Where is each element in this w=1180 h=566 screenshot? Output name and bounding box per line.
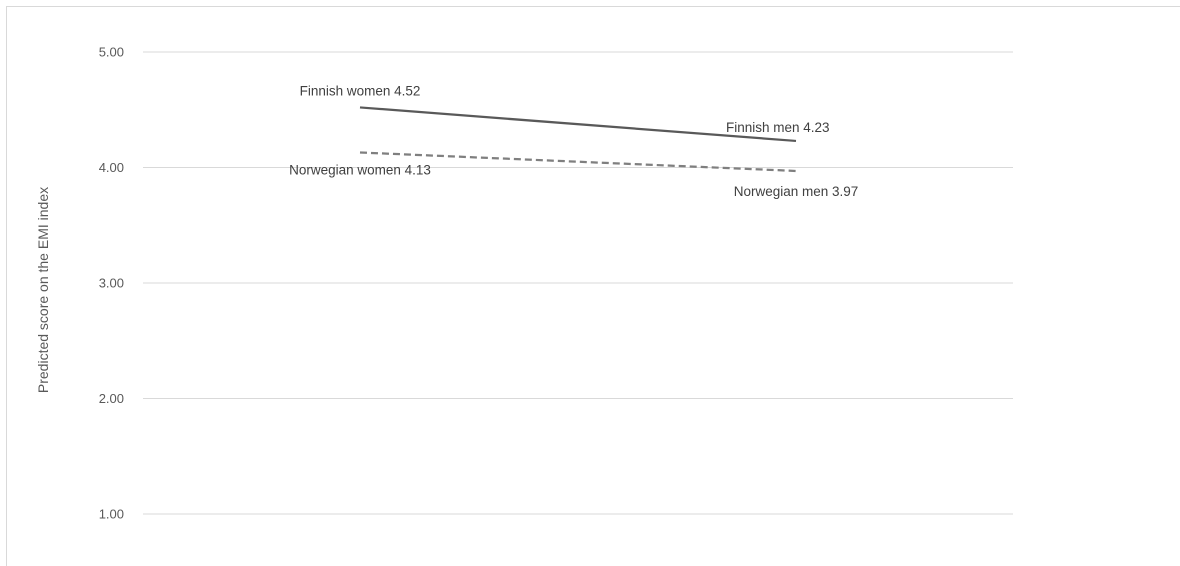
chart-frame	[6, 6, 1180, 566]
y-tick-label: 4.00	[99, 160, 124, 175]
y-axis-title: Predicted score on the EMI index	[35, 187, 51, 393]
y-tick-label: 3.00	[99, 276, 124, 291]
data-label: Finnish women 4.52	[300, 83, 421, 98]
data-label: Finnish men 4.23	[726, 120, 830, 135]
y-axis-ticks: 5.00 4.00 3.00 2.00 1.00	[99, 45, 124, 522]
y-tick-label: 2.00	[99, 391, 124, 406]
y-tick-label: 5.00	[99, 45, 124, 60]
series-line-finnish	[359, 106, 797, 143]
y-tick-label: 1.00	[99, 507, 124, 522]
data-label: Norwegian women 4.13	[289, 162, 431, 177]
series-line-norwegian	[359, 151, 797, 173]
series-lines	[359, 106, 797, 173]
gridlines	[143, 51, 1013, 515]
data-label: Norwegian men 3.97	[734, 184, 859, 199]
data-labels: Finnish women 4.52 Finnish men 4.23 Norweg…	[289, 83, 858, 199]
